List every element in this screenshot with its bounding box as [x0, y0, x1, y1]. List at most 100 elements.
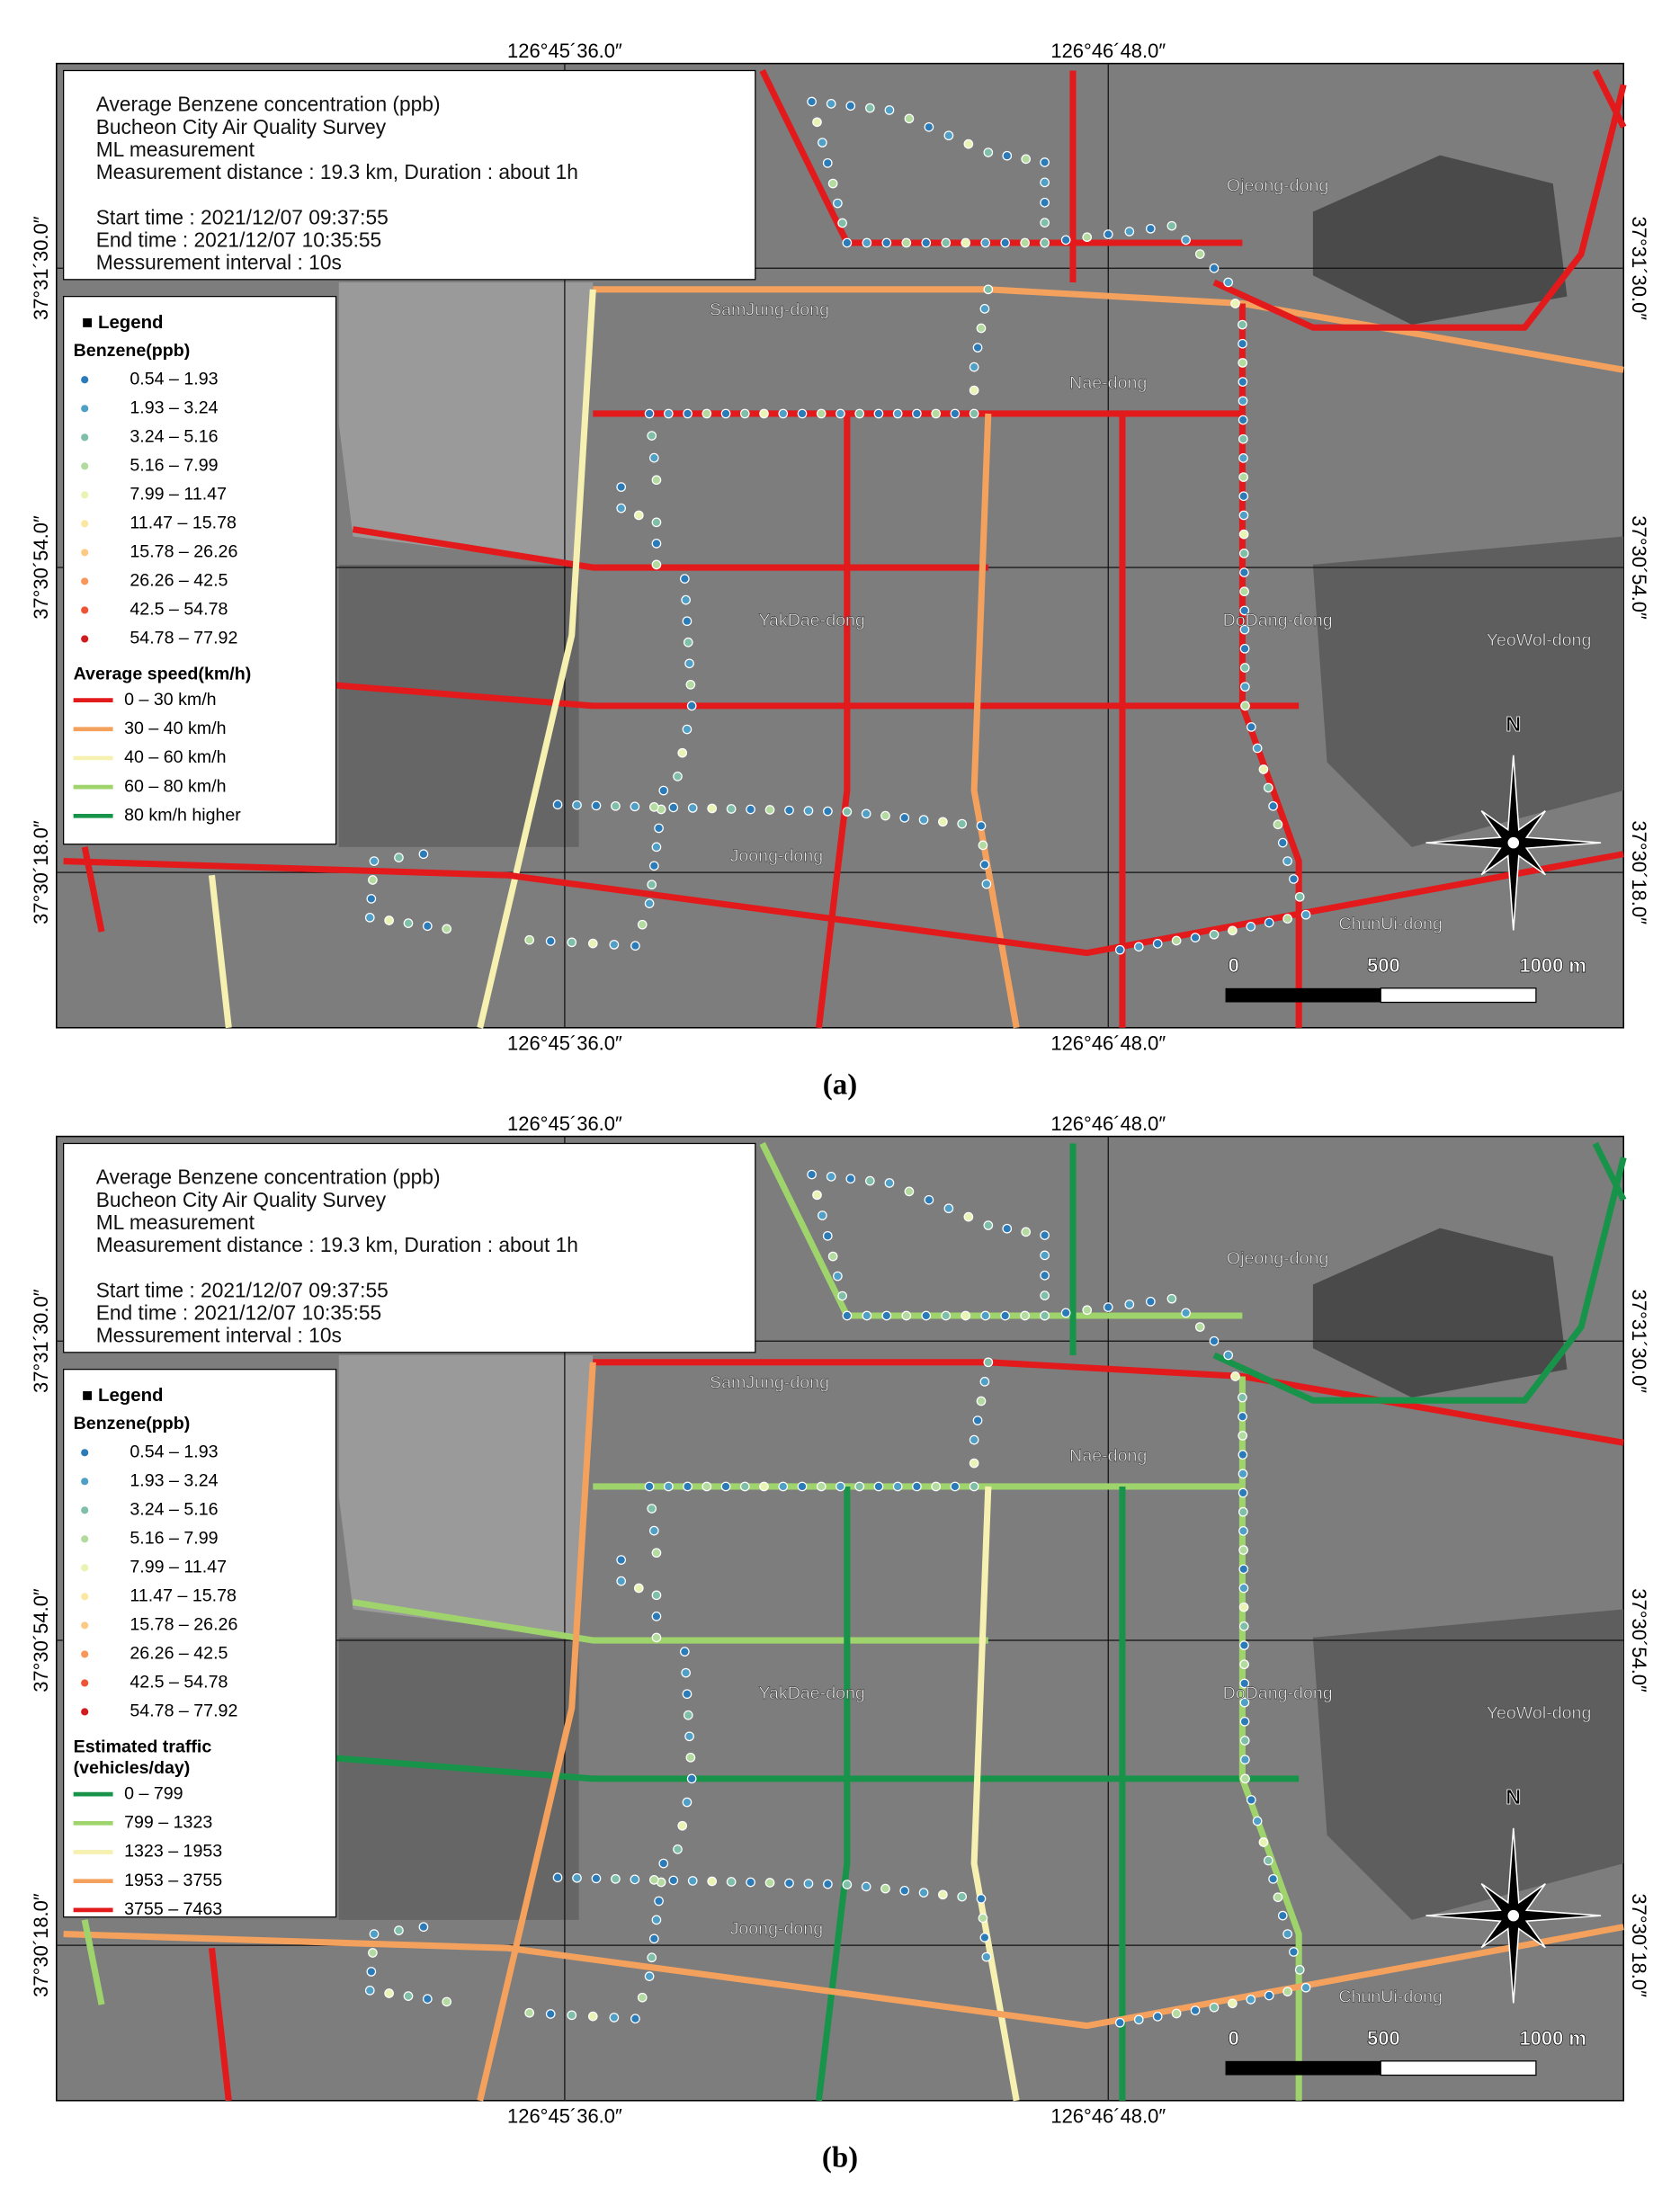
measurement-dot	[807, 1169, 817, 1180]
measurement-dot	[861, 1881, 871, 1892]
measurement-dot	[1252, 1816, 1263, 1826]
place-label: YeoWol-dong	[1487, 1703, 1592, 1723]
legend-label: 5.16 – 7.99	[130, 1529, 218, 1549]
measurement-dot	[1181, 235, 1191, 246]
road	[759, 68, 851, 245]
measurement-dot	[1246, 922, 1256, 932]
caption: (b)	[822, 2141, 858, 2174]
measurement-dot	[827, 1251, 838, 1262]
measurement-dot	[552, 799, 563, 810]
measurement-dot	[1238, 1564, 1249, 1575]
measurement-dot	[1133, 2014, 1144, 2025]
measurement-dot	[1277, 837, 1288, 848]
measurement-dot	[637, 919, 648, 930]
measurement-dot	[901, 237, 912, 248]
measurement-dot	[1246, 1995, 1256, 2005]
measurement-dot	[524, 2007, 534, 2018]
road	[1592, 1141, 1627, 1201]
measurement-dot	[701, 408, 712, 419]
place-label: Joong-dong	[730, 1919, 824, 1939]
legend-section-title: (vehicles/day)	[74, 1758, 191, 1778]
measurement-dot	[1294, 891, 1305, 902]
legend-label: 0.54 – 1.93	[130, 369, 218, 388]
measurement-dot	[552, 1872, 563, 1883]
measurement-dot	[1040, 237, 1050, 248]
north-label: N	[1506, 712, 1521, 736]
measurement-dot	[862, 1310, 872, 1321]
measurement-dot	[369, 1929, 380, 1939]
legend-dot	[81, 462, 89, 470]
measurement-dot	[746, 804, 755, 815]
measurement-dot	[803, 1879, 814, 1889]
measurement-dot	[1239, 1640, 1249, 1650]
measurement-dot	[943, 1203, 954, 1214]
measurement-dot	[1209, 929, 1220, 940]
scale-label: 1000 m	[1519, 954, 1586, 977]
place-label: Ojeong-dong	[1227, 175, 1328, 195]
place-label: ChunUi-dong	[1338, 914, 1443, 933]
measurement-dot	[630, 1874, 640, 1885]
measurement-dot	[637, 1992, 648, 2003]
measurement-dot	[979, 1377, 990, 1387]
measurement-dot	[1209, 1335, 1220, 1346]
measurement-dot	[924, 1194, 934, 1205]
legend-section-title: Average speed(km/h)	[74, 665, 252, 684]
coord-label: 37°30´18.0″	[30, 1893, 52, 1997]
legend-label: 11.47 – 15.78	[130, 1586, 237, 1606]
measurement-dot	[668, 1875, 679, 1886]
measurement-dot	[1268, 1873, 1278, 1884]
measurement-dot	[739, 1481, 750, 1492]
measurement-dot	[403, 918, 414, 928]
measurement-dot	[683, 637, 693, 647]
measurement-dot	[1240, 1773, 1250, 1784]
legend-dot	[81, 491, 89, 499]
place-label: ChunUi-dong	[1338, 1987, 1443, 2006]
measurement-dot	[739, 408, 750, 419]
measurement-dot	[422, 1994, 433, 2005]
measurement-dot	[1133, 942, 1144, 952]
info-text: End time : 2021/12/07 10:35:55	[96, 1300, 381, 1324]
measurement-dot	[818, 138, 827, 147]
legend-dot	[81, 1593, 89, 1601]
measurement-dot	[963, 138, 974, 149]
measurement-dot	[1166, 1293, 1177, 1304]
scale-label: 0	[1229, 2027, 1239, 2050]
measurement-dot	[976, 323, 987, 334]
measurement-dot	[1239, 624, 1250, 635]
measurement-dot	[684, 1731, 694, 1742]
road	[815, 1486, 851, 2102]
measurement-dot	[651, 1915, 662, 1925]
legend-box	[63, 296, 337, 845]
coord-label: 37°30´54.0″	[1628, 1588, 1650, 1692]
road	[970, 413, 1020, 1029]
measurement-dot	[368, 875, 378, 885]
measurement-dot	[1246, 722, 1256, 732]
legend-title: ■ Legend	[82, 313, 163, 333]
coord-label: 37°31´30.0″	[30, 216, 52, 320]
coord-label: 126°46´48.0″	[1050, 2104, 1166, 2127]
measurement-dot	[591, 800, 602, 811]
scale-bar-white	[1380, 987, 1537, 1004]
measurement-dot	[845, 1174, 856, 1184]
legend-label: 42.5 – 54.78	[130, 600, 228, 620]
measurement-dot	[369, 856, 380, 866]
measurement-dot	[1040, 1310, 1050, 1321]
measurement-dot	[845, 101, 856, 112]
measurement-dot	[1238, 1392, 1247, 1403]
measurement-dot	[836, 1481, 845, 1492]
measurement-dot	[1228, 1998, 1238, 2009]
measurement-dot	[364, 1986, 375, 1996]
measurement-dot	[682, 616, 693, 627]
measurement-dot	[1238, 377, 1248, 387]
measurement-dot	[980, 1310, 991, 1321]
measurement-dot	[892, 408, 903, 419]
measurement-dot	[567, 937, 577, 948]
place-label: SamJung-dong	[710, 300, 829, 320]
scale-label: 0	[1229, 954, 1239, 977]
info-text: ML measurement	[96, 1210, 255, 1234]
measurement-dot	[983, 284, 994, 295]
measurement-dot	[648, 802, 659, 812]
measurement-dot	[651, 1590, 662, 1601]
legend-label: 3.24 – 5.16	[130, 426, 218, 446]
measurement-dot	[651, 1612, 662, 1621]
